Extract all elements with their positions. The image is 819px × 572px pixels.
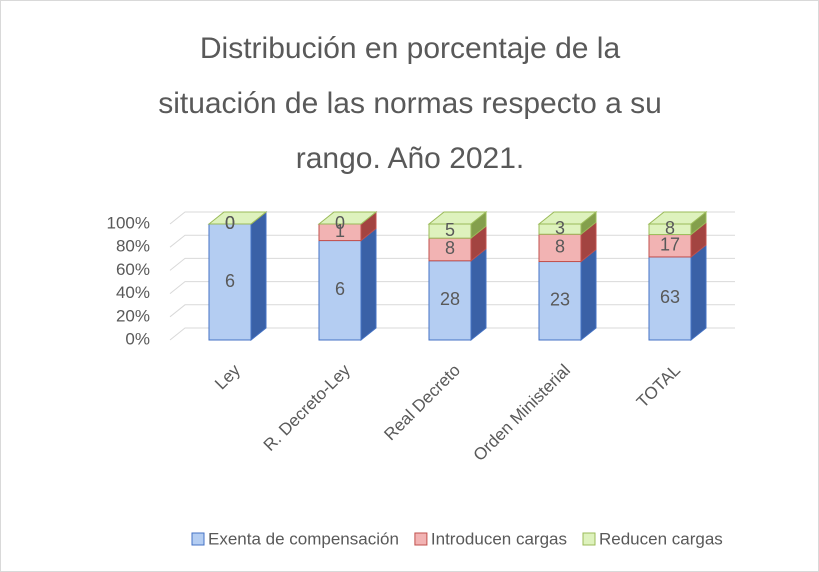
legend-swatch (414, 532, 428, 546)
data-label: 17 (660, 235, 680, 255)
bar-top (207, 211, 268, 225)
bar (428, 260, 472, 341)
bar (208, 223, 252, 341)
data-label: 8 (555, 237, 565, 257)
data-label: 23 (550, 290, 570, 310)
y-tick-label: 60% (116, 260, 150, 279)
legend-label: Exenta de compensación (208, 529, 399, 548)
data-label: 8 (445, 238, 455, 258)
y-tick-label: 20% (116, 306, 150, 325)
data-label: 0 (225, 213, 235, 233)
data-label: 0 (335, 213, 345, 233)
data-label: 3 (555, 218, 565, 238)
data-label: 8 (665, 218, 675, 238)
data-label: 6 (335, 279, 345, 299)
legend-swatch (191, 532, 205, 546)
data-label: 6 (225, 271, 235, 291)
bar-side (690, 243, 707, 342)
bar-top (647, 211, 708, 225)
bar (538, 261, 582, 341)
bar-side (360, 227, 377, 342)
bar (538, 233, 582, 263)
bar-side (470, 247, 487, 342)
data-label: 28 (440, 289, 460, 309)
data-label: 63 (660, 287, 680, 307)
legend-label: Reducen cargas (599, 529, 723, 548)
data-label: 0 (225, 213, 235, 233)
y-tick-label: 40% (116, 283, 150, 302)
bar (318, 240, 362, 341)
grid-line (169, 211, 735, 225)
bar-top (537, 211, 598, 225)
chart-title: Distribución en porcentaje de la situació… (158, 32, 662, 175)
bar-side (250, 210, 267, 342)
bar-top (427, 211, 488, 225)
data-label: 1 (335, 221, 345, 241)
y-tick-label: 80% (116, 237, 150, 256)
data-label: 5 (445, 220, 455, 240)
legend-swatch (582, 532, 596, 546)
y-tick-label: 0% (125, 329, 150, 348)
bar-side (580, 248, 597, 342)
legend-label: Introducen cargas (431, 529, 567, 548)
bar-top (317, 211, 378, 225)
y-tick-label: 100% (107, 213, 150, 232)
bar (648, 256, 692, 341)
